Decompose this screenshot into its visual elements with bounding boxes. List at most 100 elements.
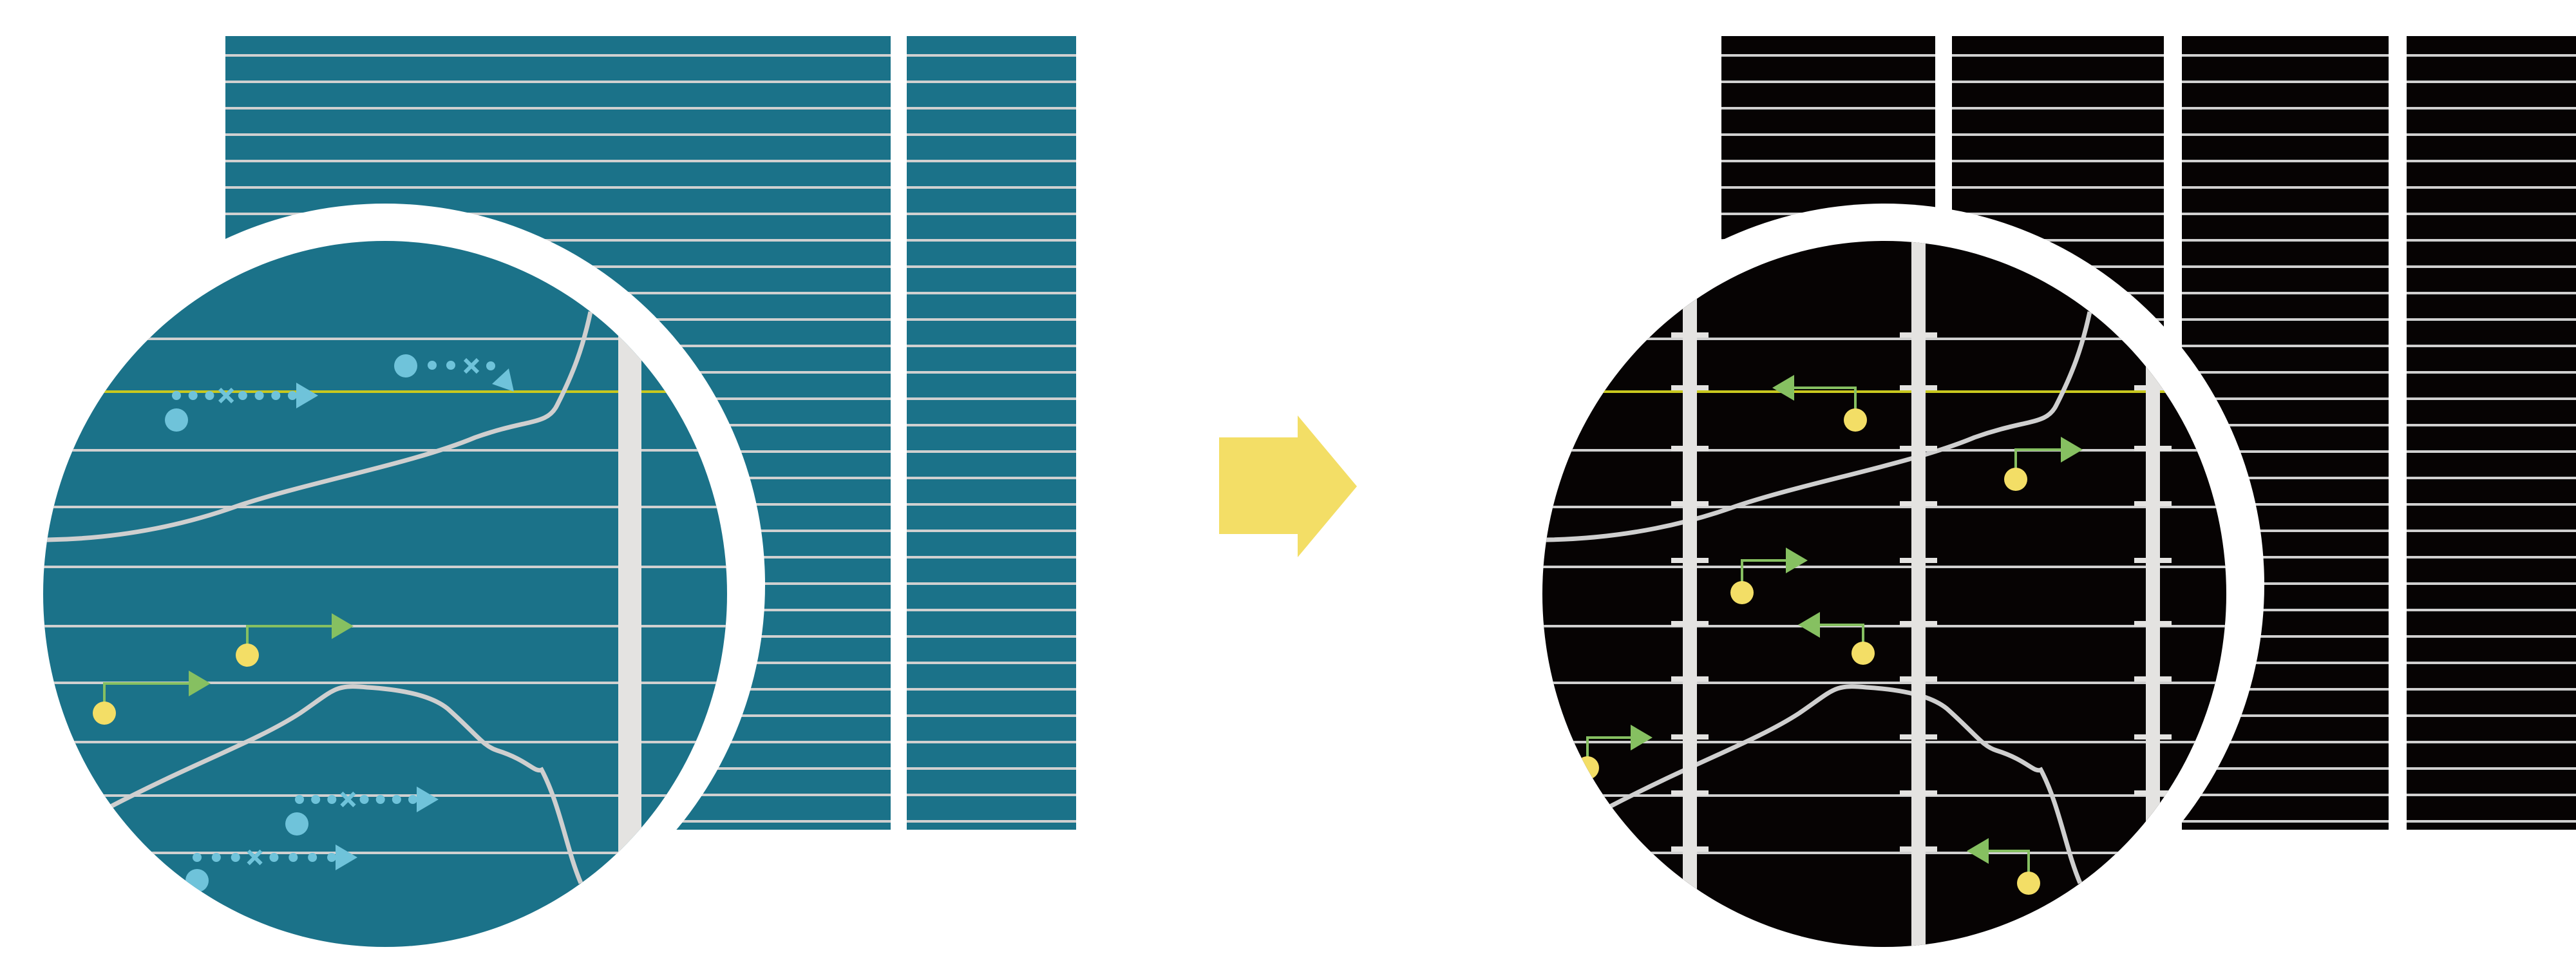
small-dot: [428, 361, 437, 370]
x-mark-icon: [463, 358, 480, 374]
yellow-dot-icon: [236, 644, 259, 667]
green-arrow: [1967, 838, 2040, 895]
blue-dot-icon: [394, 354, 417, 377]
small-dot: [231, 853, 240, 862]
arrowhead-icon: [1967, 838, 1989, 864]
small-dot: [327, 853, 336, 862]
small-dot: [238, 391, 247, 400]
lens-content: [1542, 241, 2226, 947]
arrowhead-icon: [189, 671, 211, 696]
arrowhead-icon: [1631, 725, 1653, 750]
arrow-line: [2014, 448, 2063, 469]
green-arrow: [1772, 375, 1867, 432]
small-dot: [205, 391, 214, 400]
arrowhead-icon: [417, 787, 439, 812]
blue-dotted-arrow: [165, 383, 318, 432]
small-dot: [308, 853, 317, 862]
green-arrow: [2004, 437, 2083, 491]
yellow-dot-icon: [93, 702, 116, 725]
small-dot: [269, 853, 279, 862]
tick-stub: [1671, 846, 1709, 852]
tick-stub: [1671, 676, 1709, 682]
tick-stub: [1671, 621, 1709, 626]
tick-stub: [2134, 446, 2172, 451]
small-dot: [289, 853, 298, 862]
tick-stub: [1671, 385, 1709, 390]
small-dot: [408, 795, 417, 804]
yellow-dot-icon: [1730, 581, 1754, 604]
yellow-dot-icon: [2004, 468, 2027, 491]
lens-background: [43, 241, 727, 947]
arrowhead-icon: [332, 613, 354, 639]
blue-dotted-arrow: [285, 787, 439, 836]
tick-stub: [1671, 790, 1709, 796]
curve-line: [46, 311, 593, 542]
tick-stub: [1671, 446, 1709, 451]
vertical-bar: [1683, 241, 1697, 947]
blue-dotted-arrow: [394, 354, 514, 392]
arrow-line: [1986, 850, 2030, 873]
lens-background: [1542, 241, 2226, 947]
lens-content: [43, 241, 727, 947]
arrow-line: [1817, 624, 1864, 643]
vertical-bar: [2146, 241, 2160, 947]
small-dot: [359, 795, 369, 804]
small-dot: [254, 391, 264, 400]
green-arrow: [1730, 548, 1808, 604]
yellow-dot-icon: [2017, 872, 2040, 895]
tick-stub: [1900, 558, 1937, 563]
curves: [46, 311, 593, 884]
small-dot: [375, 795, 385, 804]
vertical-bar: [1911, 241, 1926, 947]
tick-stub: [2134, 385, 2172, 390]
curve-line: [108, 684, 583, 884]
tick-stub: [1900, 332, 1937, 338]
tick-stub: [2134, 790, 2172, 796]
tick-stub: [1671, 734, 1709, 740]
arrow-line: [1741, 559, 1788, 582]
tick-stub: [1900, 846, 1937, 852]
panel-column: [2407, 36, 2576, 830]
transition-arrow-icon: [1219, 415, 1357, 557]
tick-stub: [1900, 621, 1937, 626]
left-magnifier-lens: [5, 204, 765, 966]
arrowhead-icon: [296, 383, 318, 408]
tick-stub: [2134, 558, 2172, 563]
green-arrow: [236, 613, 354, 667]
yellow-dot-icon: [1844, 408, 1867, 432]
small-dot: [193, 853, 202, 862]
curve-line: [1607, 684, 2083, 884]
small-dot: [288, 391, 297, 400]
tick-stub: [2134, 501, 2172, 506]
arrow-line: [246, 625, 334, 645]
green-arrow: [93, 671, 211, 725]
small-dot: [327, 795, 337, 804]
right-magnifier-lens: [1504, 204, 2264, 966]
arrowhead-icon: [1786, 548, 1808, 573]
tick-stub: [1900, 734, 1937, 740]
small-dot: [211, 853, 221, 862]
tick-stub: [1671, 558, 1709, 563]
arrowhead-icon: [492, 368, 514, 392]
tick-stub: [1671, 332, 1709, 338]
x-mark-icon: [247, 849, 263, 866]
green-arrow: [1798, 612, 1875, 665]
tick-stub: [1900, 446, 1937, 451]
tick-stub: [2134, 676, 2172, 682]
blue-dot-icon: [285, 812, 308, 836]
arrowhead-icon: [1798, 612, 1820, 638]
tick-stub: [2134, 734, 2172, 740]
arrow-line: [1586, 736, 1633, 758]
small-dot: [392, 795, 401, 804]
tick-stub: [2134, 621, 2172, 626]
tick-stub: [1900, 790, 1937, 796]
blue-dotted-arrow: [185, 845, 357, 892]
arrowhead-icon: [336, 845, 357, 870]
tick-stub: [1900, 385, 1937, 390]
yellow-dot-icon: [1852, 642, 1875, 665]
small-dot: [188, 391, 198, 400]
small-dot: [295, 795, 304, 804]
vertical-bar: [618, 241, 641, 947]
arrowhead-icon: [1772, 375, 1794, 401]
panel-column: [907, 36, 1076, 830]
